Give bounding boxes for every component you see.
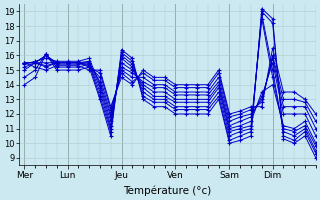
X-axis label: Température (°c): Température (°c) bbox=[123, 185, 212, 196]
